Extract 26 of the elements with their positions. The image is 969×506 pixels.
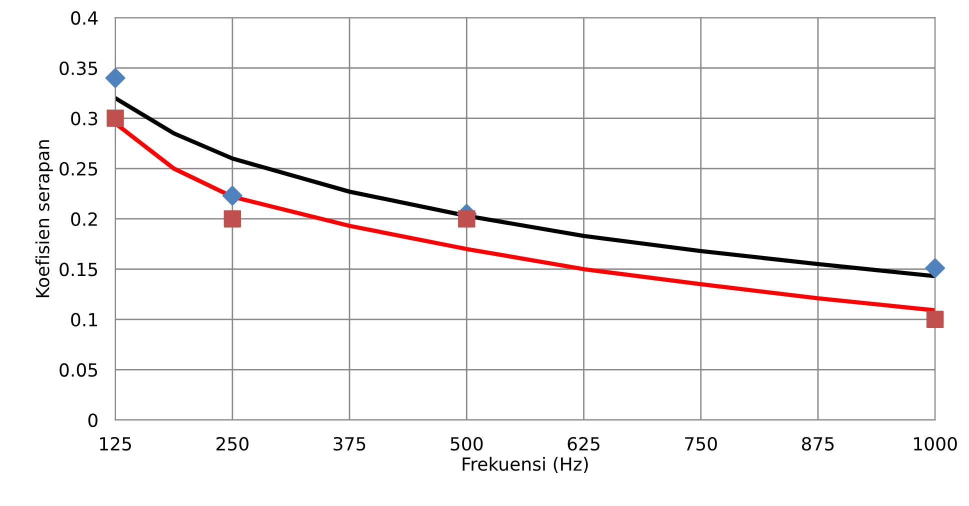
point	[458, 210, 476, 228]
point	[224, 210, 242, 228]
x-axis-title: Frekuensi (Hz)	[462, 456, 588, 473]
x-tick-label: 250	[216, 436, 248, 451]
y-tick-label: 0.3	[71, 112, 98, 126]
point	[106, 110, 124, 127]
x-tick-label: 625	[568, 436, 600, 451]
y-tick-label: 0.05	[60, 363, 98, 377]
y-axis-title: Koefisien serapan	[35, 140, 53, 298]
x-tick-label: 1000	[914, 436, 957, 451]
x-tick-label: 500	[450, 436, 483, 451]
y-tick-label: 0.25	[60, 162, 98, 176]
point	[222, 186, 242, 206]
y-tick-label: 0.1	[71, 312, 97, 327]
x-tick-label: 750	[685, 436, 717, 451]
x-tick-label: 875	[802, 436, 834, 451]
point	[105, 68, 126, 88]
x-tick-label: 125	[100, 436, 131, 451]
point	[925, 258, 946, 278]
y-tick-label: 0.35	[60, 61, 98, 76]
y-tick-label: 0.15	[60, 262, 98, 276]
y-tick-label: 0	[88, 413, 98, 428]
y-tick-label: 0.2	[71, 212, 97, 226]
point	[926, 310, 944, 328]
y-tick-label: 0.4	[71, 11, 98, 25]
x-tick-label: 375	[334, 436, 366, 451]
